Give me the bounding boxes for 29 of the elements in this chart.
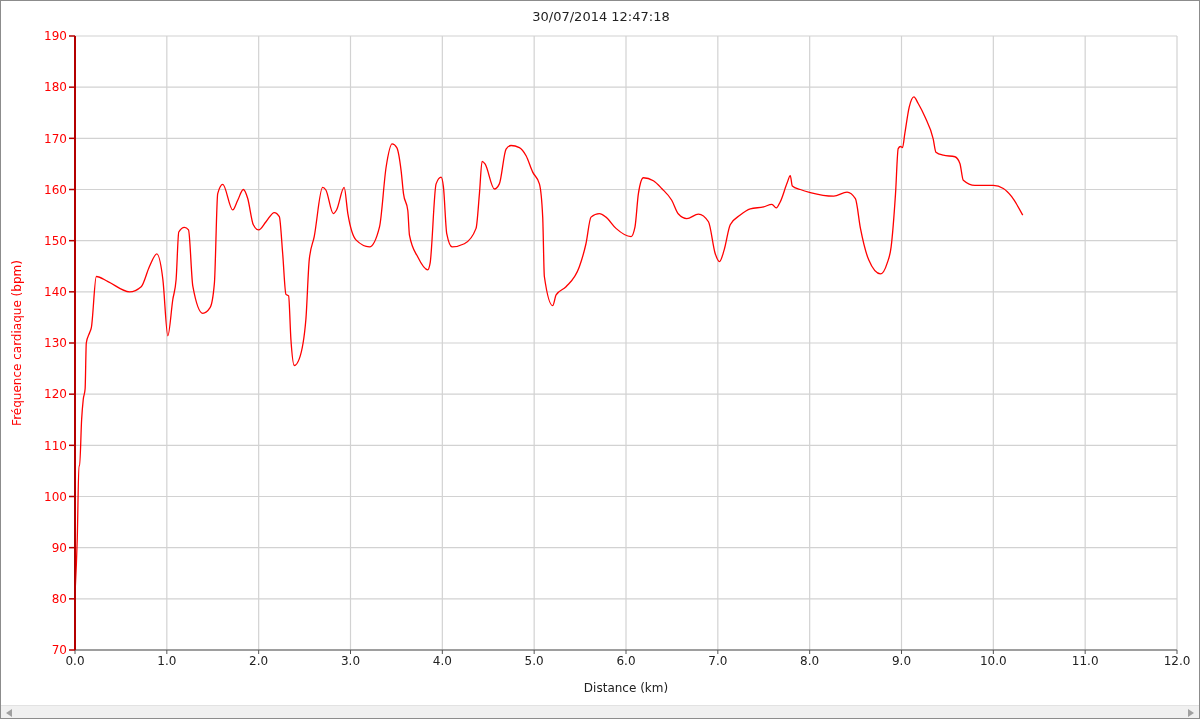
x-tick-label: 10.0 (979, 653, 1007, 668)
y-tick-label: 110 (44, 438, 67, 453)
y-tick-label: 130 (44, 336, 67, 351)
y-tick-label: 190 (44, 29, 67, 44)
x-tick-label: 1.0 (157, 653, 177, 668)
x-tick-label: 12.0 (1163, 653, 1191, 668)
y-axis-title: Fréquence cardiaque (bpm) (10, 260, 24, 426)
y-tick-label: 180 (44, 80, 67, 95)
y-tick-label: 90 (51, 540, 67, 555)
y-tick-label: 160 (44, 182, 67, 197)
chart-title: 30/07/2014 12:47:18 (531, 9, 671, 24)
y-tick-label: 150 (44, 233, 67, 248)
x-tick-label: 11.0 (1071, 653, 1099, 668)
y-tick-label: 170 (44, 131, 67, 146)
y-tick-label: 140 (44, 285, 67, 300)
x-tick-label: 9.0 (891, 653, 912, 668)
x-tick-label: 4.0 (432, 653, 452, 668)
y-tick-label: 100 (44, 489, 67, 504)
x-tick-label: 7.0 (708, 653, 728, 668)
x-tick-label: 6.0 (616, 653, 636, 668)
y-tick-label: 80 (51, 592, 67, 607)
y-tick-label: 70 (51, 643, 67, 658)
x-tick-label: 5.0 (524, 653, 544, 668)
x-tick-label: 8.0 (800, 653, 820, 668)
x-tick-label: 0.0 (65, 653, 85, 668)
y-tick-label: 120 (44, 387, 67, 402)
x-axis-title: Distance (km) (583, 681, 669, 695)
x-tick-label: 2.0 (249, 653, 269, 668)
x-tick-label: 3.0 (340, 653, 361, 668)
